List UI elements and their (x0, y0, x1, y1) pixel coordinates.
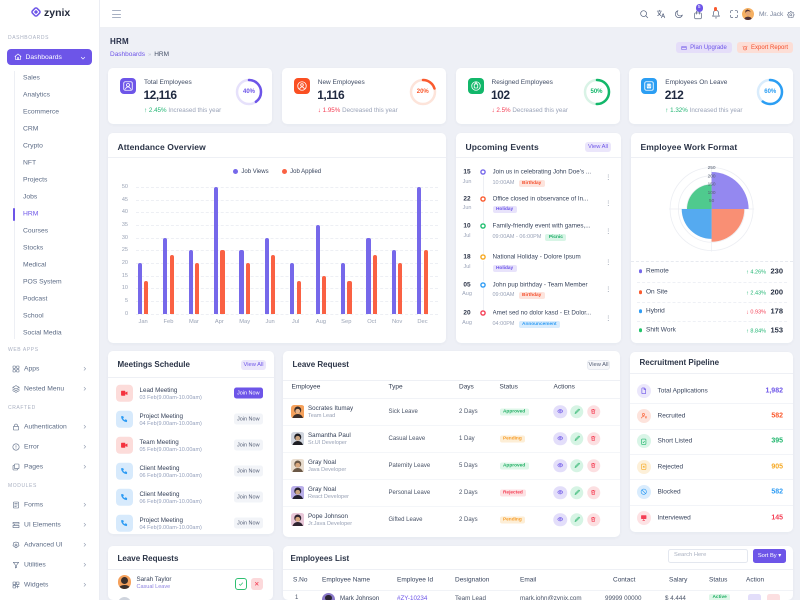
svg-text:200: 200 (708, 173, 716, 179)
svg-text:100: 100 (708, 190, 716, 196)
svg-text:150: 150 (708, 182, 716, 188)
svg-text:250: 250 (708, 165, 716, 171)
svg-text:50: 50 (709, 198, 715, 204)
